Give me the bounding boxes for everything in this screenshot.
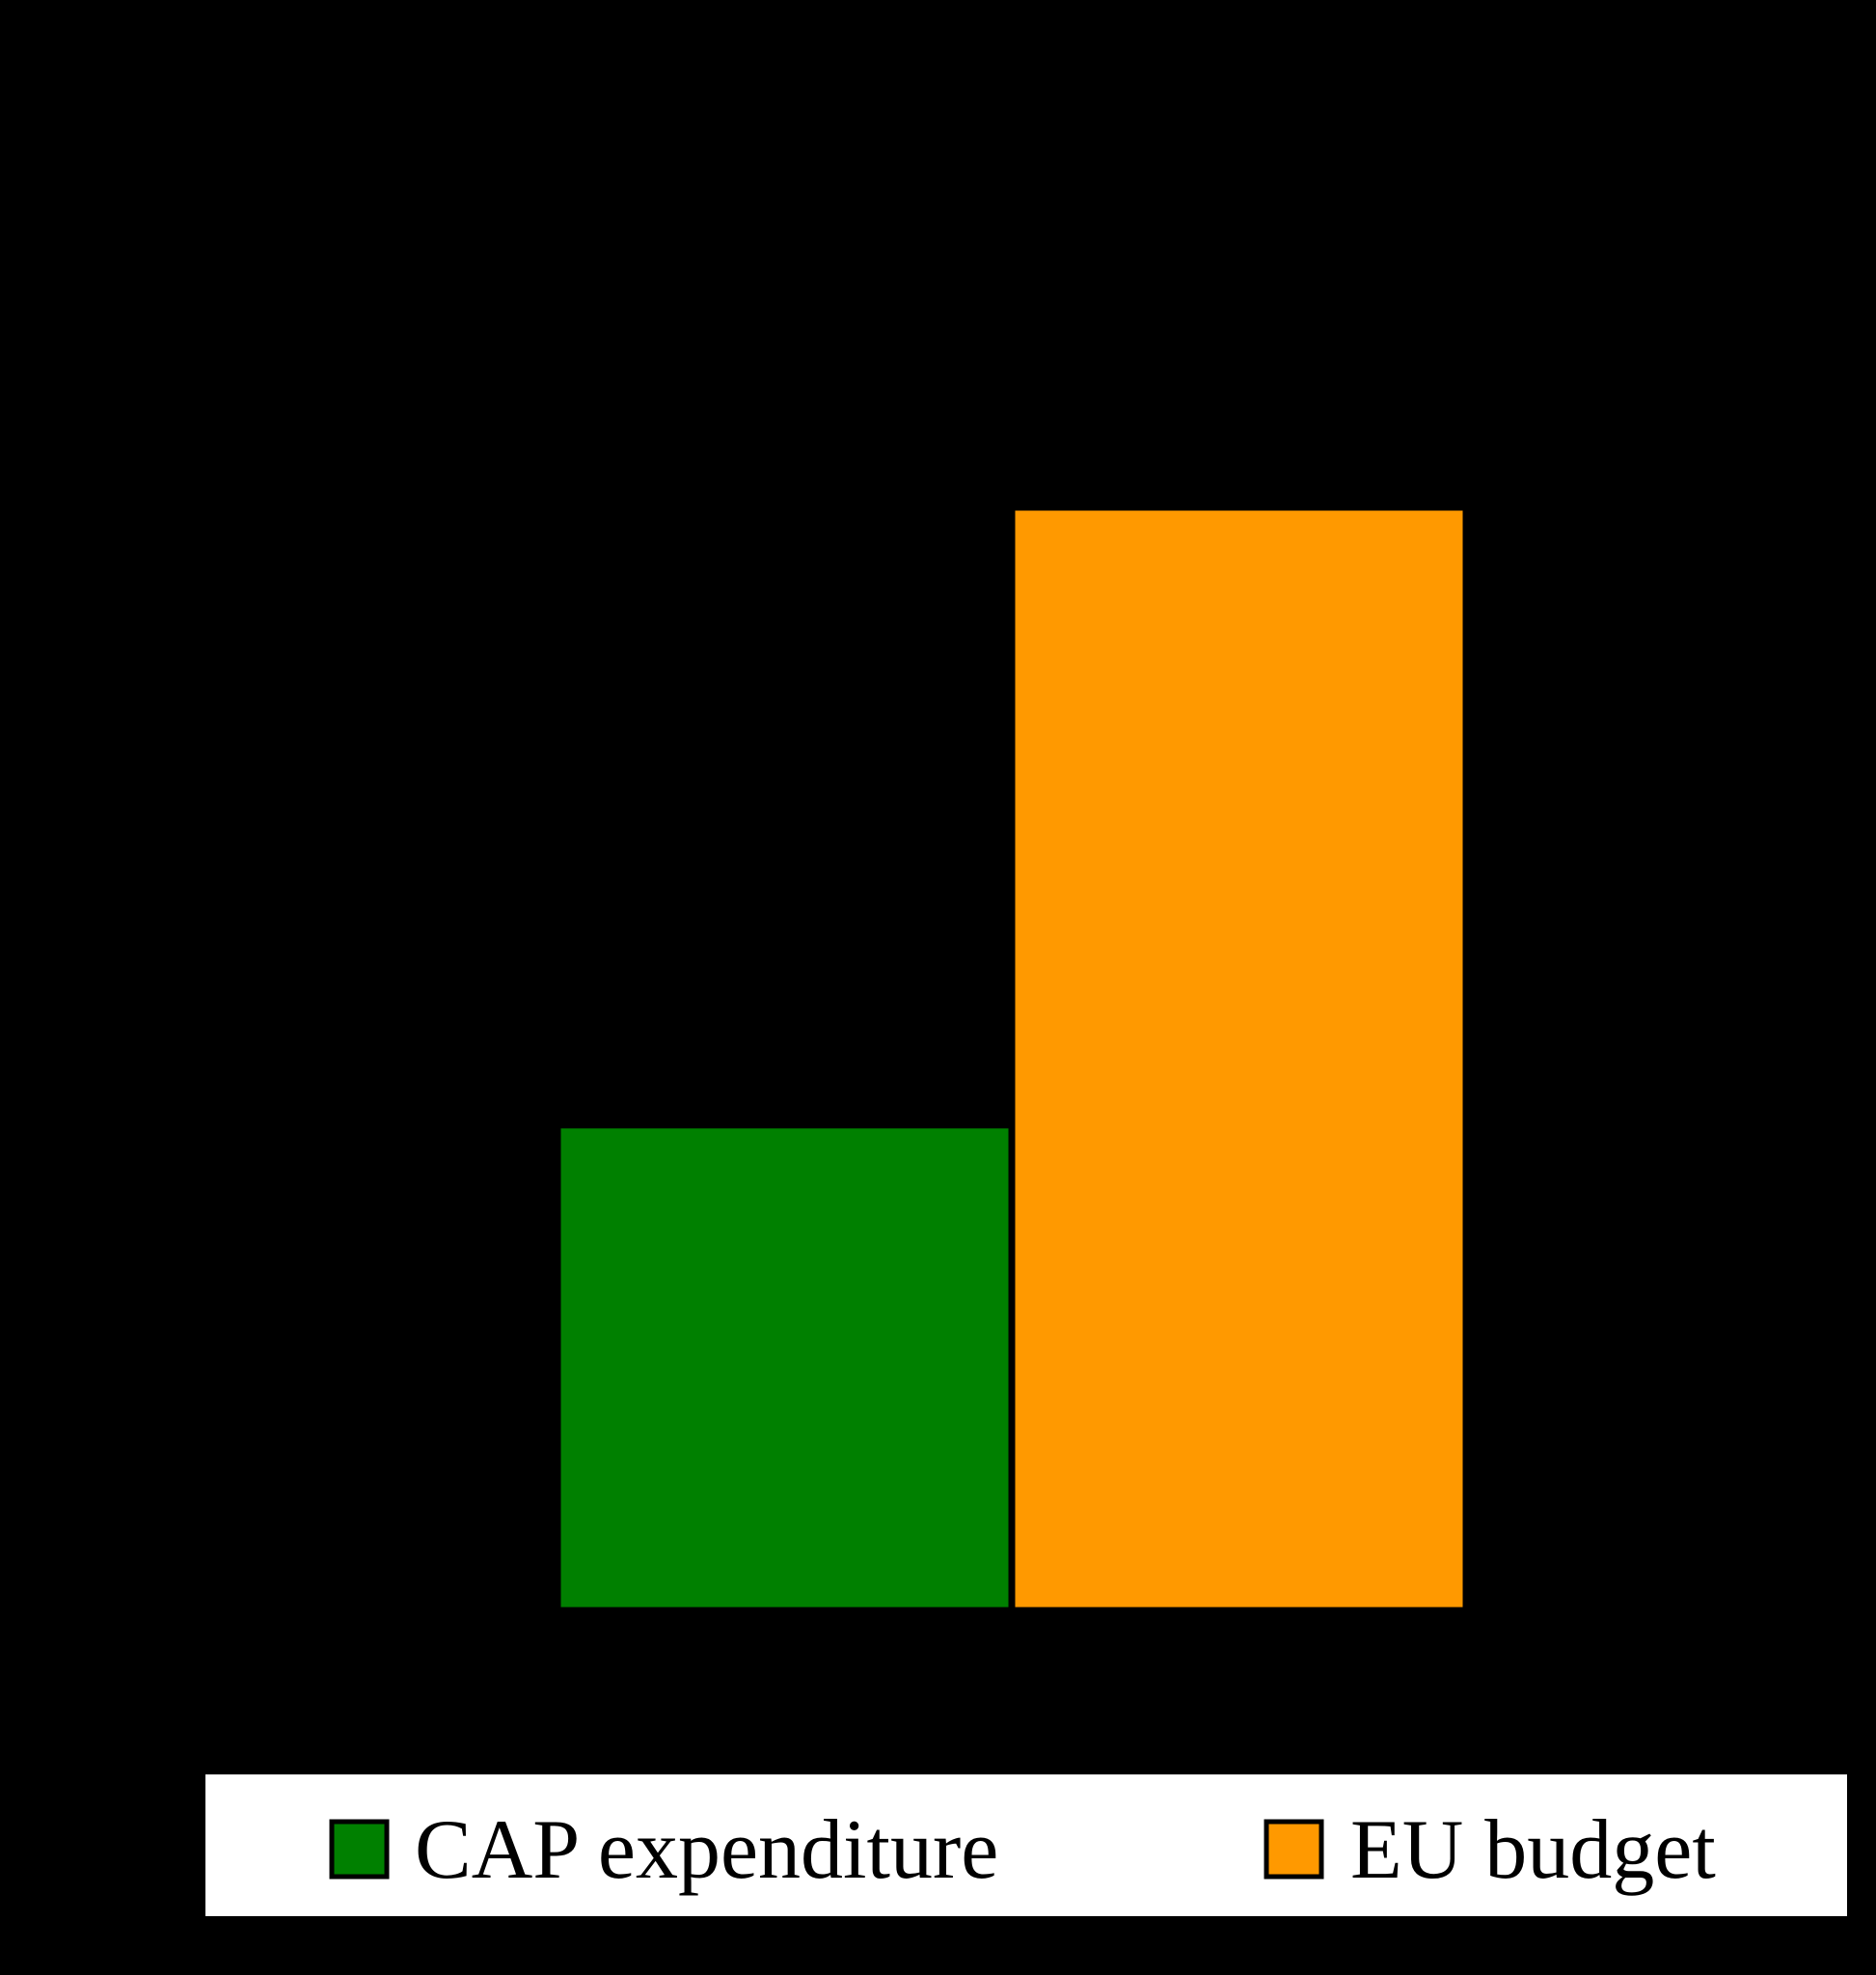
legend: CAP expenditure EU budget (205, 1774, 1847, 1916)
y-tick-label: 140 (92, 308, 170, 365)
y-tick-label: 120 (92, 489, 170, 547)
x-axis-label: Billions of euros (829, 1676, 1202, 1739)
y-tick-label: 40 (118, 1216, 170, 1274)
legend-swatch-cap-expenditure (329, 1819, 390, 1880)
bars (557, 507, 1466, 1610)
y-tick-label: 60 (118, 1035, 170, 1093)
y-tick-label: 100 (92, 671, 170, 729)
bar-eu-budget (1012, 507, 1466, 1610)
legend-items: CAP expenditure EU budget (329, 1803, 1716, 1897)
legend-label: CAP expenditure (415, 1803, 998, 1897)
y-tick-label: 0 (144, 1580, 170, 1637)
bar-cap-expenditure (557, 1125, 1012, 1610)
legend-label: EU budget (1350, 1803, 1716, 1897)
y-tick-label: 80 (118, 852, 170, 910)
y-axis-tick-labels: 0 20 40 60 80 100 120 140 (92, 308, 170, 1637)
legend-swatch-eu-budget (1264, 1819, 1324, 1880)
legend-box (205, 1774, 1847, 1916)
y-tick-label: 20 (118, 1398, 170, 1456)
